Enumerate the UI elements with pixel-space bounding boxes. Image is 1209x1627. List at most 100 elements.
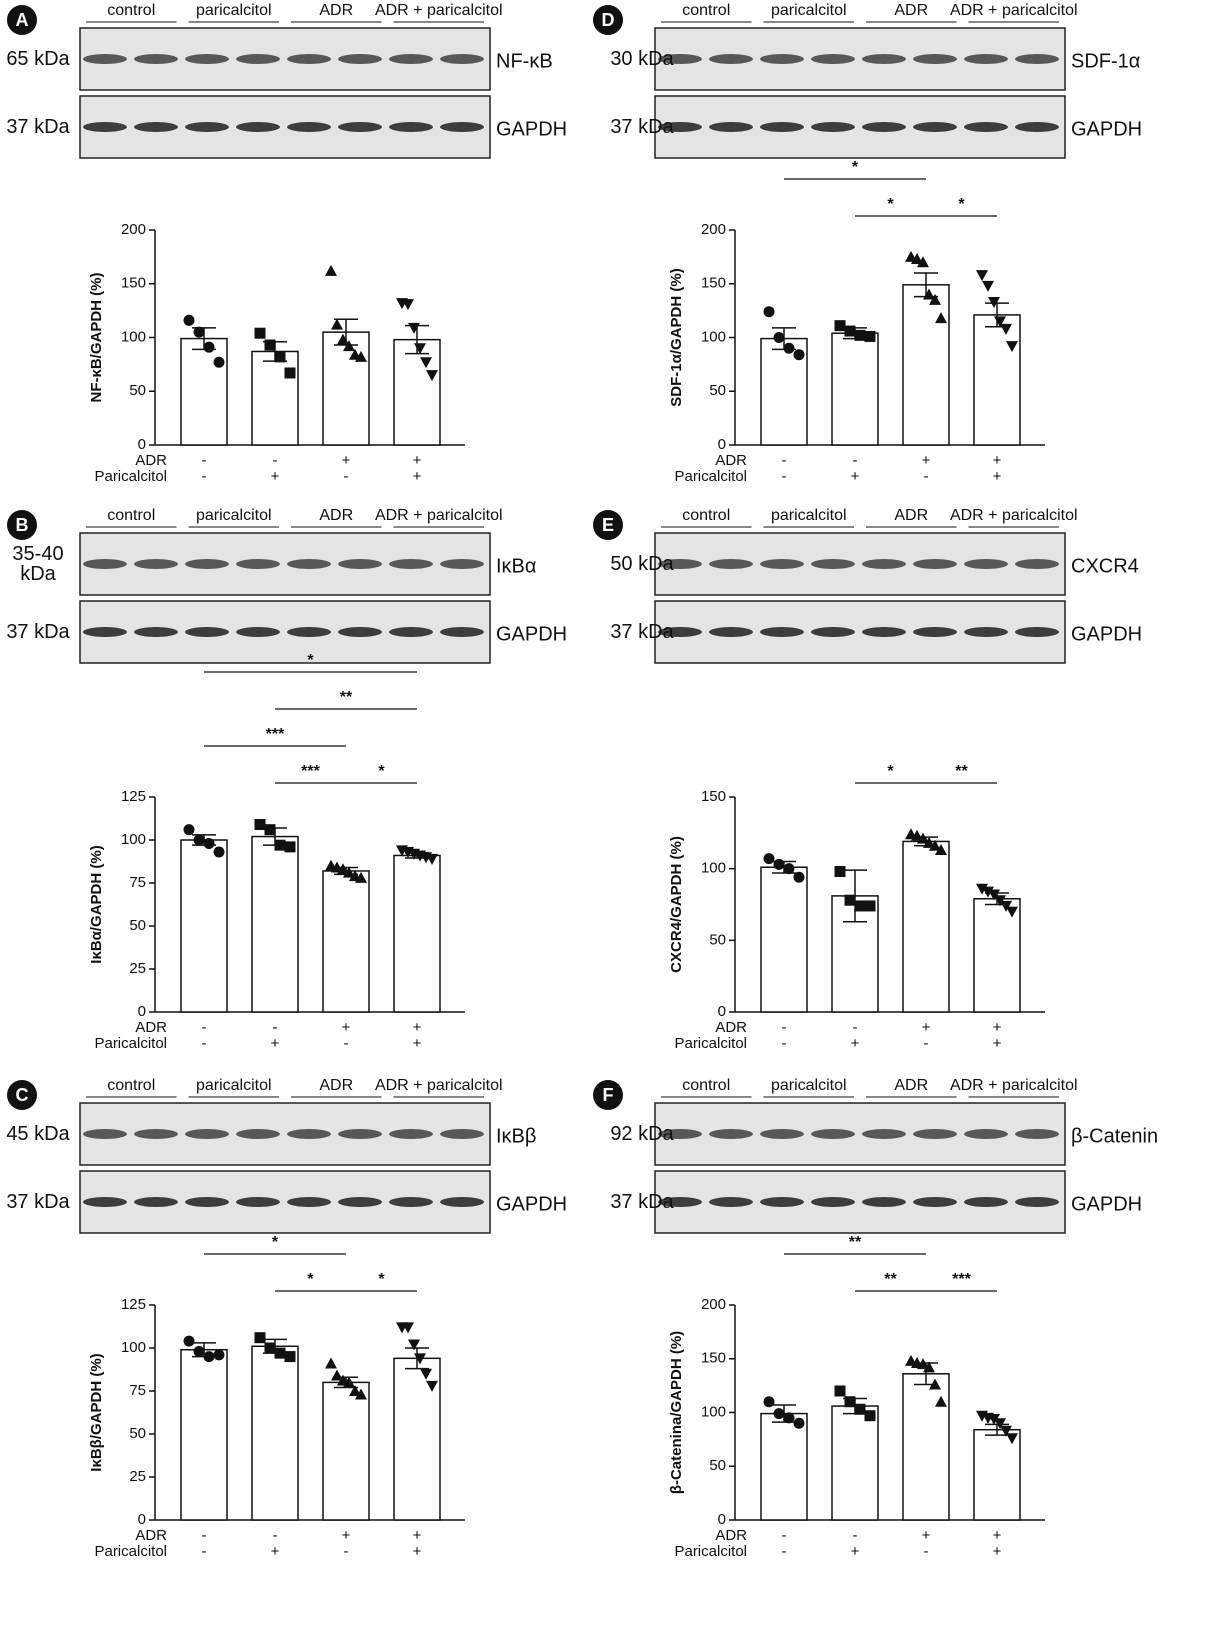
band bbox=[134, 627, 178, 637]
band bbox=[658, 1197, 702, 1207]
significance-label: * bbox=[307, 1271, 314, 1288]
data-point bbox=[917, 832, 929, 844]
data-point bbox=[426, 1380, 438, 1392]
y-axis-label: CXCR4/GAPDH (%) bbox=[668, 836, 685, 973]
group-label: ADR bbox=[894, 507, 928, 524]
y-tick-label: 0 bbox=[138, 436, 146, 453]
data-point bbox=[420, 357, 432, 369]
y-tick-label: 50 bbox=[129, 917, 146, 934]
treatment-label: ADR bbox=[135, 452, 167, 469]
group-label: ADR bbox=[319, 1077, 353, 1094]
treatment-sign: + bbox=[413, 1543, 422, 1560]
band bbox=[440, 559, 484, 569]
band bbox=[440, 1129, 484, 1139]
band bbox=[964, 122, 1008, 132]
data-point bbox=[183, 314, 195, 326]
band bbox=[811, 1129, 855, 1139]
band bbox=[709, 627, 753, 637]
data-point bbox=[408, 1339, 420, 1351]
data-point bbox=[343, 866, 355, 878]
treatment-sign: - bbox=[273, 452, 278, 469]
size-label: 65 kDa bbox=[6, 48, 70, 70]
band bbox=[709, 54, 753, 64]
data-point bbox=[982, 886, 994, 898]
size-label: 30 kDa bbox=[610, 48, 674, 70]
y-axis-label: SDF-1α/GAPDH (%) bbox=[668, 268, 685, 406]
significance-label: * bbox=[378, 1271, 385, 1288]
data-point bbox=[213, 846, 225, 858]
data-point bbox=[994, 1418, 1006, 1430]
data-point bbox=[274, 351, 286, 363]
protein-label: IκBα bbox=[496, 555, 536, 577]
y-tick-label: 0 bbox=[138, 1003, 146, 1020]
data-point bbox=[254, 1332, 266, 1344]
data-point bbox=[203, 341, 215, 353]
treatment-sign: - bbox=[344, 468, 349, 485]
band bbox=[709, 559, 753, 569]
data-point bbox=[773, 1408, 785, 1420]
band bbox=[1015, 1129, 1059, 1139]
data-point bbox=[408, 322, 420, 334]
band bbox=[83, 1129, 127, 1139]
y-tick-label: 150 bbox=[701, 788, 726, 805]
significance-label: * bbox=[887, 763, 894, 780]
treatment-label: ADR bbox=[715, 1019, 747, 1036]
treatment-sign: + bbox=[993, 1527, 1002, 1544]
data-point bbox=[911, 829, 923, 841]
band bbox=[913, 627, 957, 637]
group-label: control bbox=[682, 2, 730, 19]
y-tick-label: 50 bbox=[129, 382, 146, 399]
band bbox=[964, 54, 1008, 64]
size-label: 35-40 kDa bbox=[12, 543, 64, 585]
size-label: 37 kDa bbox=[610, 1191, 674, 1213]
data-point bbox=[426, 853, 438, 865]
protein-label: β-Catenin bbox=[1071, 1125, 1158, 1147]
data-point bbox=[923, 288, 935, 300]
band bbox=[1015, 54, 1059, 64]
treatment-sign: + bbox=[922, 452, 931, 469]
significance-label: * bbox=[272, 1234, 279, 1251]
band bbox=[440, 1197, 484, 1207]
band bbox=[709, 122, 753, 132]
treatment-sign: - bbox=[202, 1543, 207, 1560]
treatment-label: Paricalcitol bbox=[674, 1035, 747, 1052]
data-point bbox=[203, 837, 215, 849]
band bbox=[185, 627, 229, 637]
protein-label: GAPDH bbox=[496, 118, 567, 140]
data-point bbox=[355, 350, 367, 362]
band bbox=[1015, 122, 1059, 132]
group-label: ADR + paricalcitol bbox=[375, 2, 503, 19]
data-point bbox=[426, 370, 438, 382]
treatment-sign: - bbox=[344, 1035, 349, 1052]
band bbox=[134, 559, 178, 569]
data-point bbox=[935, 844, 947, 856]
y-axis-label: NF-κB/GAPDH (%) bbox=[88, 272, 105, 402]
treatment-label: ADR bbox=[715, 452, 747, 469]
band bbox=[811, 1197, 855, 1207]
treatment-sign: - bbox=[202, 468, 207, 485]
treatment-sign: + bbox=[993, 468, 1002, 485]
band bbox=[185, 54, 229, 64]
significance-label: * bbox=[378, 763, 385, 780]
treatment-sign: - bbox=[924, 468, 929, 485]
data-point bbox=[402, 1322, 414, 1334]
treatment-label: ADR bbox=[135, 1019, 167, 1036]
band bbox=[389, 122, 433, 132]
data-point bbox=[331, 318, 343, 330]
y-tick-label: 200 bbox=[121, 221, 146, 238]
panel-letter: F bbox=[603, 1085, 614, 1105]
significance-label: ** bbox=[955, 763, 968, 780]
data-point bbox=[773, 858, 785, 870]
band bbox=[83, 1197, 127, 1207]
data-point bbox=[414, 343, 426, 355]
treatment-sign: - bbox=[273, 1527, 278, 1544]
panel-letter: E bbox=[602, 515, 614, 535]
treatment-label: Paricalcitol bbox=[94, 468, 167, 485]
data-point bbox=[844, 325, 856, 337]
significance-label: ** bbox=[340, 689, 353, 706]
data-point bbox=[917, 1358, 929, 1370]
band bbox=[83, 54, 127, 64]
data-point bbox=[264, 824, 276, 836]
treatment-sign: + bbox=[993, 1019, 1002, 1036]
data-point bbox=[193, 326, 205, 338]
